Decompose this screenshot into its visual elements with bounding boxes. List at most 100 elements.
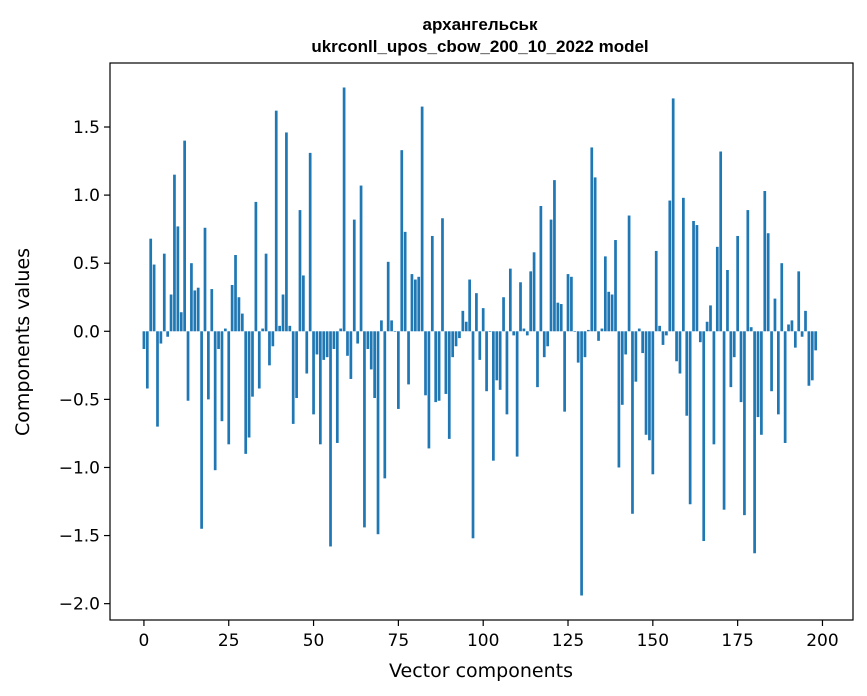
bar-170 (719, 151, 723, 332)
bar-128 (576, 331, 580, 363)
bar-33 (254, 201, 258, 332)
bar-173 (729, 331, 733, 388)
bar-41 (281, 294, 285, 332)
y-tick-label: 1.0 (73, 186, 100, 206)
bar-2 (149, 238, 153, 332)
bar-178 (746, 210, 750, 332)
bar-197 (810, 331, 814, 381)
bar-123 (559, 304, 563, 332)
bar-82 (420, 106, 424, 332)
bar-35 (261, 328, 265, 332)
bar-131 (587, 329, 590, 332)
bar-32 (251, 331, 254, 397)
bar-66 (366, 331, 370, 349)
bar-161 (688, 331, 692, 505)
bar-87 (437, 331, 441, 401)
bar-144 (631, 331, 634, 514)
x-axis-label: Vector components (389, 660, 573, 682)
bar-55 (329, 331, 332, 547)
bar-36 (264, 253, 268, 332)
bar-154 (665, 331, 668, 336)
bar-46 (298, 210, 302, 332)
plot-frame (109, 62, 854, 621)
bar-191 (790, 320, 794, 332)
bar-153 (661, 331, 665, 345)
bar-103 (492, 331, 495, 461)
x-tick-label: 125 (552, 631, 584, 651)
bar-152 (658, 325, 661, 332)
bar-146 (637, 328, 641, 332)
bar-91 (451, 331, 455, 358)
bar-67 (369, 331, 373, 370)
bar-169 (715, 246, 719, 332)
bar-108 (508, 268, 512, 332)
bar-17 (200, 331, 203, 529)
bar-70 (380, 320, 383, 332)
bar-89 (444, 331, 448, 394)
bar-13 (186, 331, 190, 401)
bar-116 (536, 331, 539, 388)
bar-45 (295, 331, 298, 399)
bar-25 (227, 331, 231, 445)
bar-127 (573, 331, 577, 332)
bar-76 (400, 150, 404, 332)
bar-99 (478, 331, 482, 360)
bar-75 (397, 331, 400, 409)
bar-15 (193, 290, 197, 332)
bar-183 (763, 191, 767, 332)
bar-190 (787, 324, 790, 332)
bar-117 (539, 206, 543, 332)
bar-135 (600, 328, 604, 332)
bar-163 (695, 225, 699, 332)
x-tick-label: 175 (721, 631, 753, 651)
bar-94 (461, 310, 465, 332)
bar-22 (217, 331, 220, 349)
bar-30 (244, 331, 248, 454)
bar-77 (403, 231, 407, 332)
bar-104 (495, 331, 499, 381)
bar-64 (359, 185, 363, 332)
bar-3 (152, 264, 156, 332)
bar-5 (159, 331, 163, 344)
bar-58 (339, 328, 343, 332)
bar-7 (166, 331, 170, 337)
bar-179 (749, 327, 753, 332)
bar-27 (234, 255, 237, 332)
bar-34 (257, 331, 261, 389)
bar-165 (702, 331, 706, 542)
bar-37 (268, 331, 271, 366)
bar-171 (722, 331, 726, 510)
bar-134 (597, 331, 600, 341)
bar-1 (145, 331, 149, 389)
bar-83 (424, 331, 427, 396)
bar-50 (312, 331, 315, 415)
bar-40 (278, 325, 281, 332)
x-tick-label: 0 (139, 631, 150, 651)
bar-9 (173, 174, 176, 332)
bar-6 (162, 253, 166, 332)
bar-11 (179, 312, 183, 332)
x-tick-label: 200 (806, 631, 838, 651)
bar-65 (363, 331, 366, 528)
bar-164 (698, 331, 702, 343)
y-tick-label: 1.5 (73, 118, 100, 138)
y-tick-label: −0.5 (59, 390, 100, 410)
bar-141 (620, 331, 624, 405)
bar-159 (682, 197, 685, 332)
bar-168 (712, 331, 716, 445)
bar-80 (413, 279, 417, 332)
bar-177 (743, 331, 746, 516)
bar-124 (563, 331, 566, 412)
bar-142 (624, 331, 628, 355)
bar-139 (614, 240, 617, 332)
y-axis-label: Components values (12, 248, 34, 436)
bar-132 (590, 147, 594, 332)
bar-60 (346, 331, 349, 356)
bar-107 (505, 331, 509, 415)
bar-187 (777, 331, 780, 415)
x-axis-ticks: 0 25 50 75 100 125 150 175 200 (139, 620, 839, 651)
bar-21 (213, 331, 217, 471)
y-tick-label: −1.0 (59, 458, 100, 478)
bar-52 (318, 331, 322, 445)
bar-174 (732, 331, 736, 358)
